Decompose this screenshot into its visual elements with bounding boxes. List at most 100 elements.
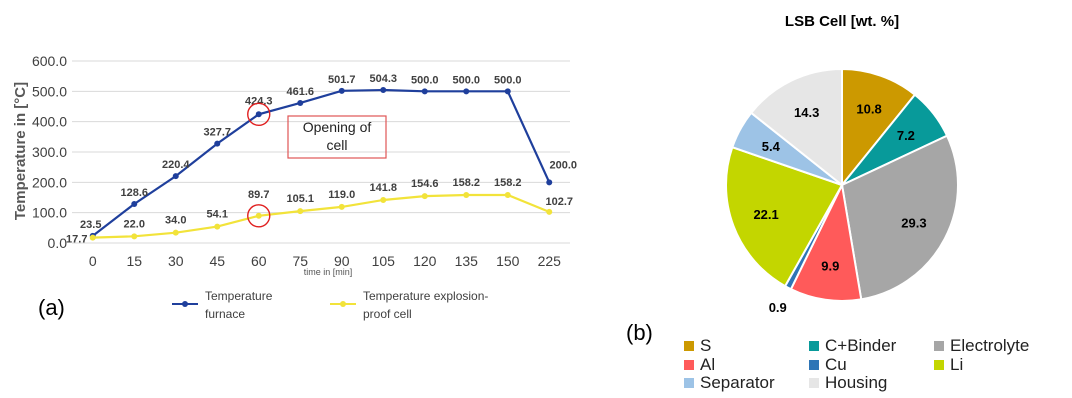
y-tick-label: 600.0 (32, 53, 67, 69)
data-label: 200.0 (549, 159, 577, 171)
highlight-circle (247, 102, 271, 126)
data-point (504, 88, 511, 95)
data-point (463, 192, 470, 199)
data-point (463, 88, 470, 95)
x-tick-label: 30 (168, 253, 184, 269)
x-tick-label: 90 (334, 253, 350, 269)
x-tick-label: 75 (292, 253, 308, 269)
data-label: 327.7 (203, 127, 231, 139)
y-axis-label: Temperature in [°C] (12, 82, 29, 220)
pie-legend-swatch (809, 360, 819, 370)
data-point (89, 234, 96, 241)
data-label: 128.6 (120, 187, 148, 199)
data-point (297, 208, 304, 215)
pie-legend-label: Li (950, 355, 963, 374)
data-point (214, 223, 221, 230)
y-tick-label: 0.0 (48, 235, 68, 251)
data-point (338, 87, 345, 94)
legend-cell-line-1: Temperature explosion- (363, 289, 488, 303)
x-tick-label: 0 (89, 253, 97, 269)
data-label: 54.1 (207, 209, 228, 221)
pie-slice (841, 67, 917, 188)
pie-slice (725, 145, 844, 288)
x-tick-label: 150 (496, 253, 520, 269)
pie-value-label: 14.3 (794, 105, 819, 120)
data-label: 500.0 (452, 74, 480, 86)
data-point (380, 87, 387, 94)
pie-legend-label: Cu (825, 355, 847, 374)
x-tick-label: 135 (455, 253, 479, 269)
y-tick-label: 400.0 (32, 114, 67, 130)
y-tick-label: 200.0 (32, 174, 67, 190)
data-label: 424.3 (245, 95, 273, 107)
y-tick-label: 500.0 (32, 83, 67, 99)
data-point (380, 196, 387, 203)
data-label: 500.0 (411, 74, 439, 86)
data-label: 141.8 (369, 182, 397, 194)
x-tick-label: 45 (209, 253, 225, 269)
x-tick-label: 15 (126, 253, 142, 269)
data-label: 158.2 (452, 177, 480, 189)
data-point (131, 200, 138, 207)
data-label: 154.6 (411, 178, 439, 190)
y-tick-label: 100.0 (32, 205, 67, 221)
pie-title: LSB Cell [wt. %] (785, 13, 899, 30)
pie-value-label: 10.8 (856, 101, 881, 116)
data-label: 501.7 (328, 74, 356, 86)
data-label: 119.0 (328, 189, 355, 201)
legend-furnace-line-1: Temperature (205, 289, 273, 303)
data-label: 34.0 (165, 215, 186, 227)
pie-legend-label: Electrolyte (950, 336, 1029, 355)
y-tick-label: 300.0 (32, 144, 67, 160)
line-legend: Temperature furnace Temperature explosio… (172, 289, 488, 321)
data-label: 102.7 (545, 196, 573, 208)
data-point (255, 212, 262, 219)
pie-chart: 10.8 7.2 29.3 9.9 0.9 22.1 5.4 14.3 (725, 67, 959, 315)
pie-value-label: 9.9 (821, 258, 839, 273)
data-label: 22.0 (124, 218, 145, 230)
pie-legend-swatch (809, 378, 819, 388)
pie-legend-swatch (684, 378, 694, 388)
data-point (297, 99, 304, 106)
data-label: 504.3 (369, 73, 397, 85)
pie-legend-label: C+Binder (825, 336, 897, 355)
x-tick-label: 120 (413, 253, 437, 269)
data-label: 500.0 (494, 74, 522, 86)
series-line (92, 88, 551, 237)
data-label: 220.4 (162, 159, 190, 171)
pie-slice (789, 181, 863, 302)
data-point (421, 88, 428, 95)
pie-legend-swatch (684, 341, 694, 351)
data-point (214, 140, 221, 147)
data-point (546, 208, 553, 215)
series-line (92, 193, 550, 239)
annotation-line-1: Opening of (303, 119, 372, 135)
pie-legend-label: S (700, 336, 711, 355)
legend-furnace-line-2: furnace (205, 307, 245, 321)
x-tick-label: 60 (251, 253, 267, 269)
x-tick-label: 225 (538, 253, 562, 269)
data-point (421, 193, 428, 200)
pie-legend-swatch (684, 360, 694, 370)
panel-label-a: (a) (38, 295, 65, 320)
legend-marker-cell (340, 301, 346, 307)
data-point (255, 111, 262, 118)
data-label: 105.1 (286, 193, 314, 205)
pie-value-label: 7.2 (897, 128, 915, 143)
pie-slice (840, 134, 959, 301)
data-point (172, 229, 179, 236)
panel-label-b: (b) (626, 320, 653, 345)
annotation-line-2: cell (326, 137, 347, 153)
data-point (504, 192, 511, 199)
data-point (172, 173, 179, 180)
data-label: 158.2 (494, 177, 522, 189)
x-axis-label: time in [min] (304, 267, 353, 277)
legend-marker-furnace (182, 301, 188, 307)
pie-legend: S C+Binder Electrolyte Al Cu Li Separator Housi… (684, 336, 1029, 392)
pie-legend-swatch (934, 341, 944, 351)
data-point (131, 233, 138, 240)
pie-legend-swatch (934, 360, 944, 370)
x-tick-label: 105 (372, 253, 396, 269)
data-label: 89.7 (248, 189, 269, 201)
highlight-circle (247, 204, 271, 228)
